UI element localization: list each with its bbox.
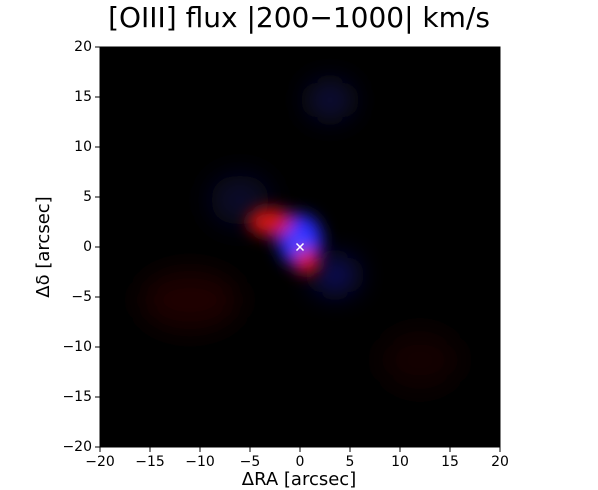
- x-tick-label: −20: [85, 454, 115, 470]
- y-tick-label: 10: [74, 139, 92, 155]
- y-tick-label: −5: [71, 289, 92, 305]
- chart-title: [OIII] flux |200−1000| km/s: [108, 1, 490, 34]
- x-tick-label: −15: [135, 454, 165, 470]
- y-axis-label: Δδ [arcsec]: [33, 196, 54, 297]
- image: [100, 47, 500, 447]
- y-tick-label: −20: [62, 439, 92, 455]
- x-tick-label: 10: [391, 454, 409, 470]
- y-tick-label: 5: [83, 189, 92, 205]
- emission-core: [248, 208, 322, 274]
- y-tick-label: −15: [62, 389, 92, 405]
- x-tick-label: −10: [185, 454, 215, 470]
- x-tick-label: −5: [240, 454, 261, 470]
- y-tick-label: −10: [62, 339, 92, 355]
- y-tick-label: 15: [74, 89, 92, 105]
- x-tick-label: 0: [296, 454, 305, 470]
- x-tick-label: 20: [491, 454, 509, 470]
- marker-stroke: [295, 242, 305, 252]
- x-tick-label: 5: [346, 454, 355, 470]
- y-tick-label: 0: [83, 239, 92, 255]
- x-axis-label: ΔRA [arcsec]: [242, 469, 356, 490]
- y-tick-label: 20: [74, 39, 92, 55]
- center-marker: [295, 242, 305, 252]
- x-tick-label: 15: [441, 454, 459, 470]
